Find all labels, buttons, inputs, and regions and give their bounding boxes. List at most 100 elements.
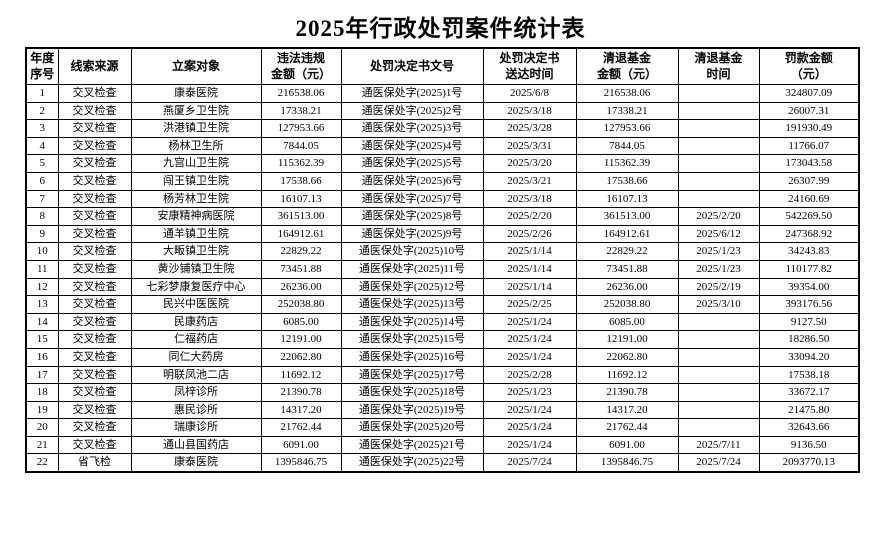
cell-violation-amount: 361513.00 xyxy=(260,207,342,226)
cell-case-subject: 民兴中医医院 xyxy=(130,295,262,314)
col-header-decision-doc-no: 处罚决定书文号 xyxy=(340,47,484,85)
cell-clue-source: 交叉检查 xyxy=(57,330,132,349)
cell-refund-date: 2025/7/24 xyxy=(677,453,760,473)
cell-delivery-date: 2025/3/20 xyxy=(482,154,577,173)
cell-clue-source: 交叉检查 xyxy=(57,295,132,314)
cell-violation-amount: 164912.61 xyxy=(260,224,342,244)
cell-decision-doc-no: 通医保处字(2025)1号 xyxy=(340,84,484,103)
cell-decision-doc-no: 通医保处字(2025)14号 xyxy=(340,312,484,332)
cell-refund-amount: 14317.20 xyxy=(575,400,679,420)
table-body: 1 交叉检查 康泰医院 216538.06 通医保处字(2025)1号 2025… xyxy=(25,84,860,473)
cell-violation-amount: 17338.21 xyxy=(260,101,342,121)
cell-serial-no: 1 xyxy=(25,84,59,103)
cell-clue-source: 交叉检查 xyxy=(57,224,132,244)
cell-fine-amount: 110177.82 xyxy=(758,259,860,279)
cell-serial-no: 15 xyxy=(25,330,59,349)
cell-fine-amount: 24160.69 xyxy=(758,189,860,209)
cell-decision-doc-no: 通医保处字(2025)12号 xyxy=(340,277,484,297)
cell-decision-doc-no: 通医保处字(2025)19号 xyxy=(340,400,484,420)
col-header-refund-amount: 清退基金 金额（元） xyxy=(575,47,679,85)
cell-clue-source: 交叉检查 xyxy=(57,207,132,226)
cell-delivery-date: 2025/2/20 xyxy=(482,207,577,226)
cell-serial-no: 22 xyxy=(25,453,59,473)
cell-decision-doc-no: 通医保处字(2025)4号 xyxy=(340,136,484,156)
table-row: 14 交叉检查 民康药店 6085.00 通医保处字(2025)14号 2025… xyxy=(25,312,860,332)
cell-decision-doc-no: 通医保处字(2025)11号 xyxy=(340,259,484,279)
cell-serial-no: 8 xyxy=(25,207,59,226)
cell-refund-amount: 17538.66 xyxy=(575,171,679,191)
cell-fine-amount: 542269.50 xyxy=(758,207,860,226)
cell-refund-date xyxy=(677,119,760,138)
cell-case-subject: 闯王镇卫生院 xyxy=(130,171,262,191)
cell-refund-amount: 11692.12 xyxy=(575,365,679,385)
cell-case-subject: 通山县国药店 xyxy=(130,435,262,455)
cell-case-subject: 康泰医院 xyxy=(130,84,262,103)
cell-serial-no: 20 xyxy=(25,418,59,437)
cell-clue-source: 交叉检查 xyxy=(57,435,132,455)
col-header-violation-amount: 违法违规 金额（元） xyxy=(260,47,342,85)
table-row: 22 省飞检 康泰医院 1395846.75 通医保处字(2025)22号 20… xyxy=(25,453,860,473)
cell-clue-source: 交叉检查 xyxy=(57,136,132,156)
cell-clue-source: 交叉检查 xyxy=(57,277,132,297)
table-row: 16 交叉检查 同仁大药房 22062.80 通医保处字(2025)16号 20… xyxy=(25,347,860,367)
cell-decision-doc-no: 通医保处字(2025)22号 xyxy=(340,453,484,473)
cell-refund-date: 2025/1/23 xyxy=(677,242,760,261)
cell-serial-no: 2 xyxy=(25,101,59,121)
table-row: 20 交叉检查 瑞康诊所 21762.44 通医保处字(2025)20号 202… xyxy=(25,418,860,437)
cell-refund-date xyxy=(677,418,760,437)
cell-serial-no: 10 xyxy=(25,242,59,261)
cell-refund-amount: 127953.66 xyxy=(575,119,679,138)
cell-delivery-date: 2025/1/23 xyxy=(482,383,577,402)
cell-serial-no: 7 xyxy=(25,189,59,209)
cell-fine-amount: 26007.31 xyxy=(758,101,860,121)
cell-serial-no: 4 xyxy=(25,136,59,156)
cell-clue-source: 交叉检查 xyxy=(57,189,132,209)
cell-violation-amount: 21390.78 xyxy=(260,383,342,402)
cell-clue-source: 交叉检查 xyxy=(57,119,132,138)
cell-serial-no: 13 xyxy=(25,295,59,314)
cell-clue-source: 交叉检查 xyxy=(57,365,132,385)
cell-refund-amount: 361513.00 xyxy=(575,207,679,226)
cell-decision-doc-no: 通医保处字(2025)18号 xyxy=(340,383,484,402)
cell-case-subject: 通羊镇卫生院 xyxy=(130,224,262,244)
cell-refund-date: 2025/1/23 xyxy=(677,259,760,279)
cell-violation-amount: 17538.66 xyxy=(260,171,342,191)
cell-violation-amount: 73451.88 xyxy=(260,259,342,279)
cell-serial-no: 3 xyxy=(25,119,59,138)
cell-violation-amount: 252038.80 xyxy=(260,295,342,314)
cell-refund-amount: 21762.44 xyxy=(575,418,679,437)
table-row: 18 交叉检查 凤梓诊所 21390.78 通医保处字(2025)18号 202… xyxy=(25,383,860,402)
cell-clue-source: 交叉检查 xyxy=(57,312,132,332)
cell-decision-doc-no: 通医保处字(2025)3号 xyxy=(340,119,484,138)
cell-clue-source: 交叉检查 xyxy=(57,347,132,367)
cell-decision-doc-no: 通医保处字(2025)13号 xyxy=(340,295,484,314)
cell-delivery-date: 2025/1/24 xyxy=(482,312,577,332)
cell-decision-doc-no: 通医保处字(2025)6号 xyxy=(340,171,484,191)
cell-fine-amount: 39354.00 xyxy=(758,277,860,297)
table-header-row: 年度 序号 线索来源 立案对象 违法违规 金额（元） 处罚决定书文号 处罚决定书… xyxy=(25,47,860,85)
cell-fine-amount: 191930.49 xyxy=(758,119,860,138)
cell-violation-amount: 12191.00 xyxy=(260,330,342,349)
cell-decision-doc-no: 通医保处字(2025)2号 xyxy=(340,101,484,121)
cell-decision-doc-no: 通医保处字(2025)8号 xyxy=(340,207,484,226)
cell-refund-date xyxy=(677,347,760,367)
cell-refund-date xyxy=(677,171,760,191)
cell-delivery-date: 2025/1/24 xyxy=(482,435,577,455)
cell-fine-amount: 18286.50 xyxy=(758,330,860,349)
cell-violation-amount: 22829.22 xyxy=(260,242,342,261)
cell-case-subject: 大畈镇卫生院 xyxy=(130,242,262,261)
cell-fine-amount: 393176.56 xyxy=(758,295,860,314)
cell-decision-doc-no: 通医保处字(2025)5号 xyxy=(340,154,484,173)
cell-refund-amount: 6085.00 xyxy=(575,312,679,332)
cell-violation-amount: 6091.00 xyxy=(260,435,342,455)
cell-clue-source: 交叉检查 xyxy=(57,383,132,402)
cell-delivery-date: 2025/1/24 xyxy=(482,400,577,420)
cell-fine-amount: 34243.83 xyxy=(758,242,860,261)
cell-fine-amount: 9127.50 xyxy=(758,312,860,332)
table-row: 1 交叉检查 康泰医院 216538.06 通医保处字(2025)1号 2025… xyxy=(25,84,860,103)
cell-delivery-date: 2025/3/18 xyxy=(482,189,577,209)
cell-refund-date: 2025/2/20 xyxy=(677,207,760,226)
cell-delivery-date: 2025/1/14 xyxy=(482,242,577,261)
cell-violation-amount: 7844.05 xyxy=(260,136,342,156)
